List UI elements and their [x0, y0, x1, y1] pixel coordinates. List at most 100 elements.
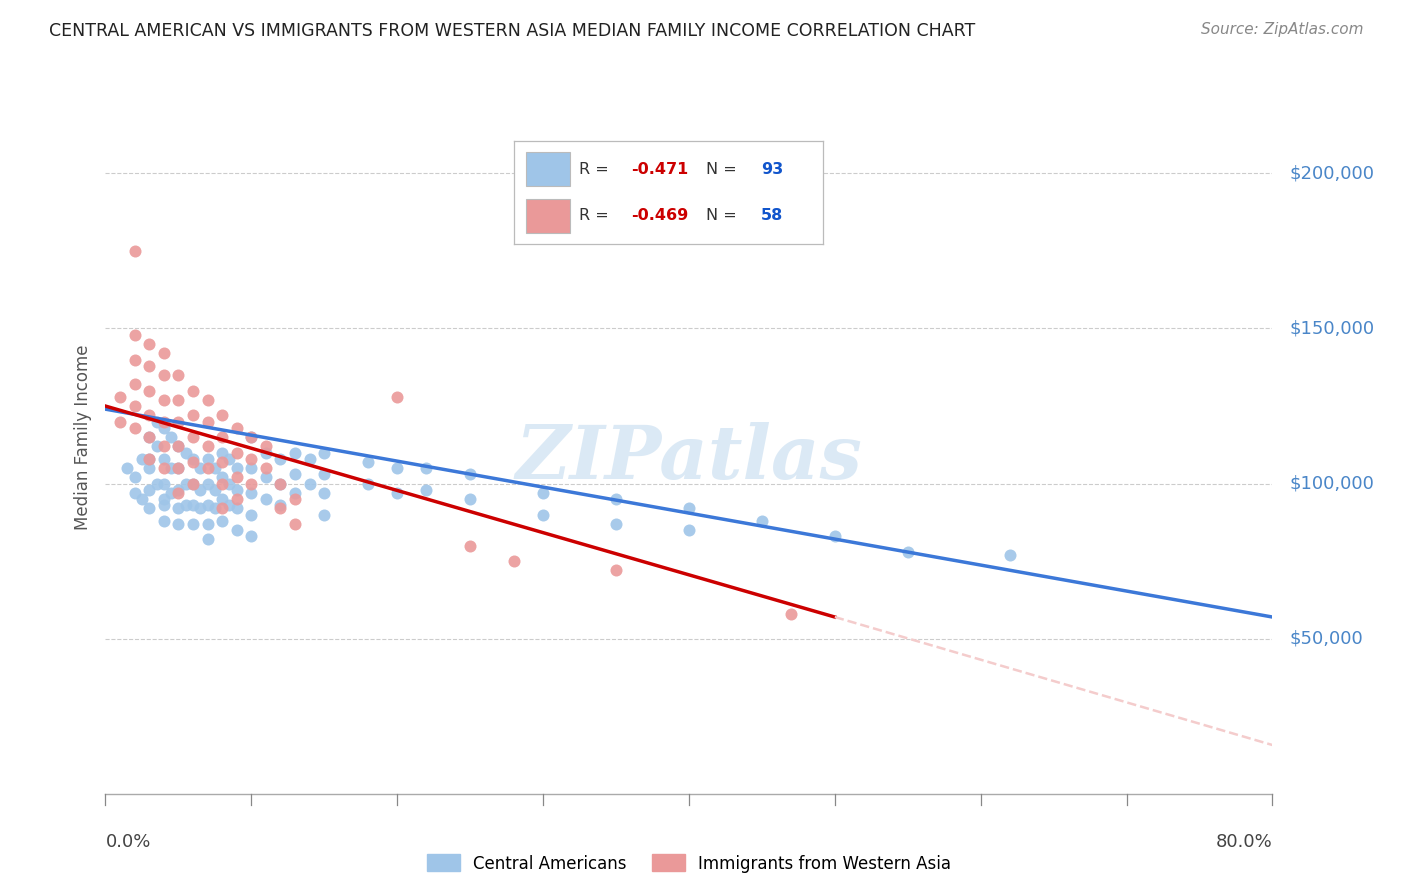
Point	[254, 439, 277, 453]
Point	[188, 461, 211, 475]
Point	[458, 539, 481, 553]
Point	[181, 430, 204, 444]
Point	[152, 514, 174, 528]
Point	[458, 492, 481, 507]
Point	[160, 461, 183, 475]
Point	[284, 492, 307, 507]
Point	[458, 467, 481, 482]
Point	[152, 461, 174, 475]
Point	[152, 439, 174, 453]
Point	[138, 384, 160, 398]
Point	[181, 455, 204, 469]
Point	[124, 399, 146, 413]
Point	[385, 390, 408, 404]
Text: N =: N =	[706, 209, 741, 224]
Point	[284, 467, 307, 482]
Point	[108, 415, 131, 429]
Point	[240, 508, 263, 522]
Point	[167, 461, 190, 475]
Point	[174, 445, 197, 459]
Text: N =: N =	[706, 161, 741, 177]
Point	[181, 384, 204, 398]
Point	[269, 476, 292, 491]
Point	[108, 390, 131, 404]
Point	[138, 451, 160, 466]
Point	[605, 564, 627, 578]
Point	[152, 451, 174, 466]
Point	[225, 445, 247, 459]
Text: 58: 58	[761, 209, 783, 224]
Point	[152, 368, 174, 382]
Point	[211, 476, 233, 491]
Point	[531, 486, 554, 500]
Point	[124, 327, 146, 342]
Point	[181, 476, 204, 491]
Point	[225, 470, 247, 484]
Point	[145, 415, 167, 429]
Point	[314, 486, 336, 500]
Point	[211, 492, 233, 507]
Point	[181, 516, 204, 531]
Point	[284, 516, 307, 531]
Point	[181, 499, 204, 513]
Point	[181, 409, 204, 423]
Point	[678, 501, 700, 516]
Point	[138, 430, 160, 444]
Point	[531, 508, 554, 522]
Point	[314, 467, 336, 482]
Point	[138, 483, 160, 497]
Point	[678, 523, 700, 537]
Point	[284, 486, 307, 500]
Point	[254, 492, 277, 507]
Point	[269, 501, 292, 516]
Point	[197, 415, 219, 429]
Point	[167, 439, 190, 453]
Point	[152, 492, 174, 507]
Point	[314, 445, 336, 459]
Point	[138, 451, 160, 466]
Text: $100,000: $100,000	[1289, 475, 1375, 492]
Bar	[526, 153, 569, 186]
Point	[197, 451, 219, 466]
Point	[218, 499, 240, 513]
Point	[240, 486, 263, 500]
Text: 80.0%: 80.0%	[1216, 833, 1272, 851]
Point	[824, 529, 846, 543]
Point	[124, 377, 146, 392]
Point	[152, 499, 174, 513]
Point	[124, 486, 146, 500]
Point	[254, 470, 277, 484]
Point	[197, 516, 219, 531]
Point	[167, 516, 190, 531]
Text: 93: 93	[761, 161, 783, 177]
Point	[225, 421, 247, 435]
Bar	[526, 199, 569, 233]
Point	[211, 445, 233, 459]
Point	[138, 337, 160, 351]
Text: CENTRAL AMERICAN VS IMMIGRANTS FROM WESTERN ASIA MEDIAN FAMILY INCOME CORRELATIO: CENTRAL AMERICAN VS IMMIGRANTS FROM WEST…	[49, 22, 976, 40]
Point	[138, 359, 160, 373]
Point	[117, 461, 139, 475]
Point	[218, 451, 240, 466]
Point	[145, 439, 167, 453]
Point	[152, 415, 174, 429]
Point	[197, 439, 219, 453]
Point	[160, 486, 183, 500]
Text: -0.471: -0.471	[631, 161, 689, 177]
Text: -0.469: -0.469	[631, 209, 689, 224]
Point	[269, 476, 292, 491]
Point	[225, 461, 247, 475]
Point	[138, 501, 160, 516]
Point	[240, 461, 263, 475]
Point	[240, 430, 263, 444]
Point	[415, 483, 437, 497]
Point	[167, 461, 190, 475]
Point	[780, 607, 803, 621]
Point	[204, 483, 226, 497]
Point	[254, 461, 277, 475]
Point	[167, 368, 190, 382]
Point	[269, 499, 292, 513]
Point	[152, 392, 174, 407]
Point	[605, 492, 627, 507]
Text: R =: R =	[579, 161, 613, 177]
